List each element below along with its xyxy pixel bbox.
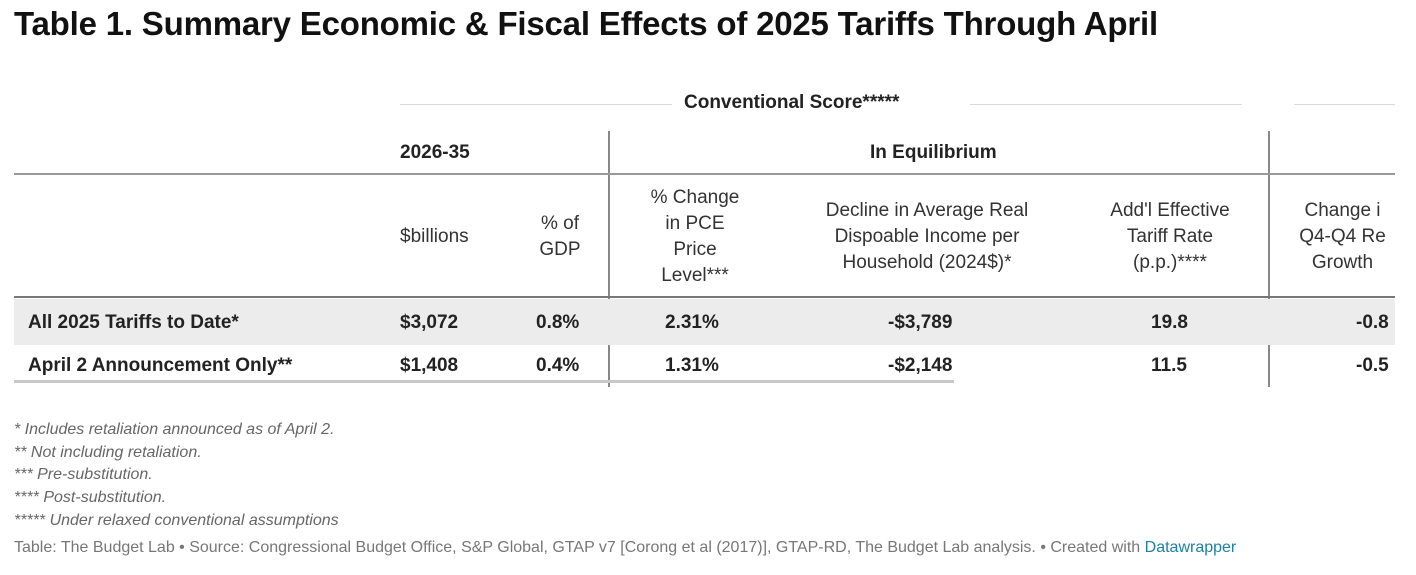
footnote: **** Post-substitution. [14, 489, 167, 507]
footnote: ***** Under relaxed conventional assumpt… [14, 511, 339, 529]
column-header-gdp: % of GDP [520, 211, 600, 263]
column-header-growth-line-1: Change i [1304, 200, 1381, 221]
column-header-pce-line-2: in PCE [665, 213, 725, 234]
cell-tariff: 19.8 [1151, 312, 1188, 333]
cell-pce: 2.31% [665, 312, 719, 333]
spanner-rule-extra [1294, 104, 1395, 105]
footnote: * Includes retaliation announced as of A… [14, 421, 335, 438]
column-header-gdp-line-1: % of [540, 213, 580, 234]
cell-billions: $1,408 [400, 355, 459, 376]
footnote: ** Not including retaliation. [14, 443, 202, 461]
group-header-period: 2026-35 [400, 142, 470, 163]
column-header-gdp-line-2: GDP [539, 239, 581, 260]
header-top-rule [14, 173, 1395, 175]
cell-gdp: 0.8% [536, 312, 580, 333]
column-header-tariff-line-3: (p.p.)**** [1133, 252, 1207, 273]
column-header-growth: Change i Q4-Q4 Re Growth [1290, 198, 1395, 276]
spanner-header: Conventional Score***** [684, 92, 900, 113]
column-header-income-line-2: Dispoable Income per [834, 226, 1020, 247]
column-header-pce: % Change in PCE Price Level*** [625, 185, 765, 289]
column-divider-1 [608, 131, 610, 387]
datawrapper-link[interactable]: Datawrapper [1144, 539, 1237, 556]
column-header-billions: $billions [400, 226, 469, 247]
column-divider-2 [1268, 131, 1270, 387]
table-row-shading [14, 299, 1395, 345]
column-header-growth-line-2: Q4-Q4 Re [1299, 226, 1386, 247]
cell-tariff: 11.5 [1151, 355, 1187, 376]
cell-growth: -0.5 [1356, 355, 1389, 376]
row-label: April 2 Announcement Only** [28, 355, 293, 376]
column-header-tariff-line-1: Add'l Effective [1110, 200, 1230, 221]
column-header-income-line-3: Household (2024$)* [842, 252, 1012, 273]
table-title: Table 1. Summary Economic & Fiscal Effec… [14, 5, 1158, 42]
source-text: Table: The Budget Lab • Source: Congress… [14, 539, 1145, 556]
cell-income: -$3,789 [888, 312, 953, 333]
cell-billions: $3,072 [400, 312, 459, 333]
header-bottom-rule [14, 296, 1395, 298]
column-header-pce-line-3: Price [673, 239, 717, 260]
spanner-rule-right [970, 104, 1242, 105]
table-bottom-rule [14, 380, 954, 383]
footnotes: * Includes retaliation announced as of A… [14, 419, 339, 533]
group-header-equilibrium: In Equilibrium [870, 142, 997, 163]
spanner-rule-left [400, 104, 672, 105]
row-label: All 2025 Tariffs to Date* [28, 312, 239, 333]
source-line: Table: The Budget Lab • Source: Congress… [14, 539, 1236, 557]
column-header-pce-line-1: % Change [650, 187, 740, 208]
cell-pce: 1.31% [665, 355, 719, 376]
column-header-income-line-1: Decline in Average Real [825, 200, 1029, 221]
column-header-tariff: Add'l Effective Tariff Rate (p.p.)**** [1080, 198, 1260, 276]
column-header-tariff-line-2: Tariff Rate [1126, 226, 1214, 247]
footnote: *** Pre-substitution. [14, 466, 153, 484]
column-header-pce-line-4: Level*** [661, 265, 729, 286]
cell-growth: -0.8 [1356, 312, 1389, 333]
cell-income: -$2,148 [888, 355, 953, 376]
cell-gdp: 0.4% [536, 355, 580, 376]
column-header-income: Decline in Average Real Dispoable Income… [792, 198, 1062, 276]
column-header-growth-line-3: Growth [1311, 252, 1374, 273]
